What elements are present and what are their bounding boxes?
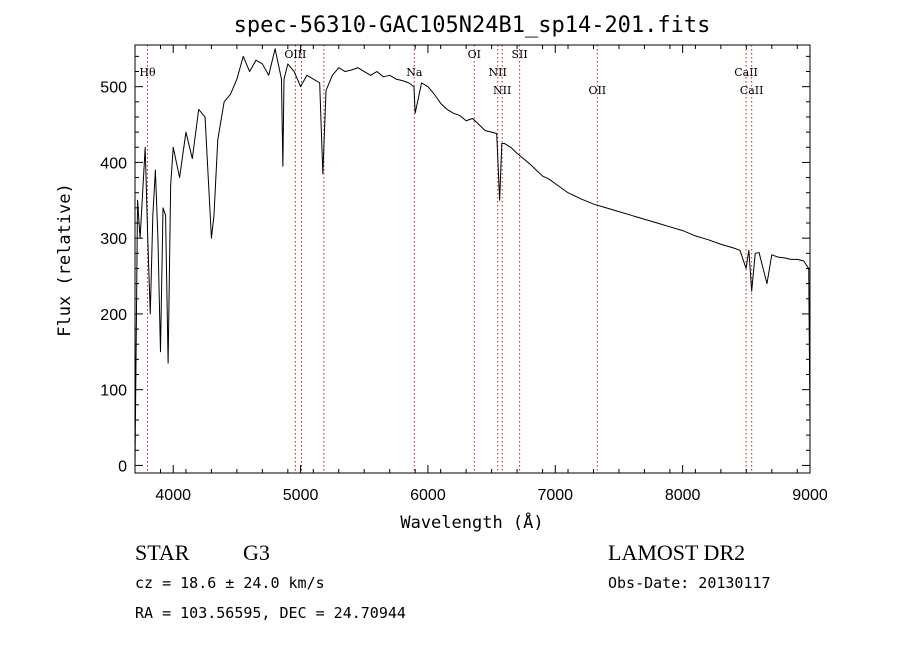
line-marker-label: Hθ <box>139 66 156 79</box>
redshift-readout: cz = 18.6 ± 24.0 km/s <box>135 574 325 592</box>
spectrum-line-0 <box>134 48 811 466</box>
line-marker-label: Na <box>406 66 423 79</box>
chart-title: spec-56310-GAC105N24B1_sp14-201.fits <box>234 13 711 38</box>
x-tick-label: 4000 <box>155 487 191 504</box>
line-marker-label: CaII <box>740 84 764 97</box>
object-subclass: G3 <box>243 540 270 565</box>
spectrum-chart: spec-56310-GAC105N24B1_sp14-201.fits Hθ O… <box>55 13 828 533</box>
y-tick-label: 100 <box>100 383 127 400</box>
line-marker-label: OIII <box>284 48 306 61</box>
survey-name: LAMOST DR2 <box>608 540 746 565</box>
y-tick-label: 500 <box>100 80 127 97</box>
x-tick-label: 9000 <box>792 487 828 504</box>
coordinates: RA = 103.56595, DEC = 24.70944 <box>135 604 406 622</box>
line-marker-label: OI <box>468 48 481 61</box>
plot-frame <box>134 44 811 474</box>
line-marker-label: SII <box>512 48 528 61</box>
y-tick-label: 200 <box>100 307 127 324</box>
x-axis-label: Wavelength (Å) <box>400 511 543 533</box>
obs-date: Obs-Date: 20130117 <box>608 574 771 592</box>
line-marker-label: CaII <box>734 66 758 79</box>
x-tick-label: 8000 <box>665 487 701 504</box>
x-tick-label: 5000 <box>283 487 319 504</box>
line-marker-label: OII <box>588 84 606 97</box>
y-tick-label: 300 <box>100 231 127 248</box>
object-type: STAR <box>135 540 190 565</box>
y-tick-label: 0 <box>118 458 127 475</box>
line-marker-label: NII <box>489 66 507 79</box>
y-axis-label: Flux (relative) <box>55 183 75 337</box>
line-marker-label: NII <box>493 84 511 97</box>
x-tick-label: 6000 <box>410 487 446 504</box>
x-tick-label: 7000 <box>537 487 573 504</box>
y-tick-label: 400 <box>100 155 127 172</box>
